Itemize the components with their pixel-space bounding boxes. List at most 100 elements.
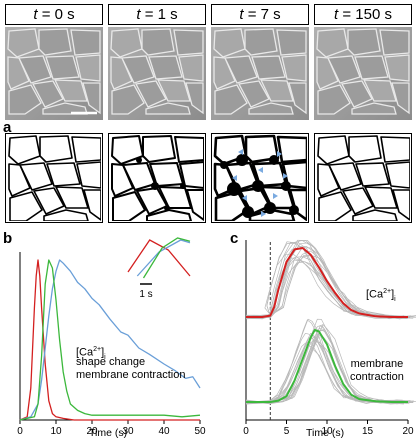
micrograph-cell [185, 82, 204, 115]
chart-b-series-0 [19, 259, 200, 421]
shape-change-arrow [283, 173, 288, 179]
segmented-cell [19, 162, 53, 191]
segmented-cell [55, 186, 89, 209]
contraction-gap [242, 206, 254, 218]
segmented-cell [33, 187, 65, 215]
label-membrane-c: membrane contraction [350, 358, 404, 384]
segmented-cell [46, 162, 81, 187]
micrograph-cell [173, 29, 204, 56]
segmented-cell [380, 136, 410, 163]
micrograph-cell [248, 102, 294, 115]
micrograph-cell [213, 28, 246, 58]
time-label-value: = 150 s [338, 6, 392, 23]
chart-b: 0 10 20 30 40 50 1 s [17, 237, 206, 437]
micrograph-cell [391, 82, 410, 115]
micrograph-cell [327, 55, 361, 84]
micrograph-cell [110, 56, 133, 90]
micrograph-cell [259, 79, 294, 102]
micrograph-cell [156, 79, 191, 102]
legend-ca-sup: 2+ [93, 346, 102, 353]
shape-change-arrow [277, 151, 282, 157]
chart-b-series-1 [19, 259, 201, 421]
micrograph-cell [351, 102, 397, 115]
inset-scale-bar-label: 1 s [139, 289, 152, 300]
legend-shape-change: shape change [76, 356, 146, 368]
micrograph-cell [148, 55, 183, 80]
time-label-t: t [334, 6, 339, 23]
micrograph-cell [75, 54, 101, 82]
micrograph-cell [18, 55, 52, 84]
time-label-2: t = 7 s [211, 4, 309, 25]
contraction-gap [227, 182, 241, 196]
chart-b-xtick-label: 30 [122, 426, 134, 437]
micrograph-0 [5, 27, 103, 120]
legend-membrane-contraction: membrane contraction [76, 369, 186, 381]
segmented-cell [276, 135, 307, 164]
segmented-cell [385, 161, 410, 189]
micrograph-cell [288, 82, 307, 115]
micrograph-cell [384, 54, 410, 82]
legend-ca: [Ca2+]i [76, 346, 106, 361]
chart-c-trial-trace [245, 325, 414, 404]
segmented-cell [142, 135, 176, 163]
micrograph-cell [32, 80, 64, 108]
contraction-gap [220, 161, 228, 169]
micrograph-cell [244, 28, 278, 56]
segmented-cell [328, 162, 362, 191]
micrograph-cell [281, 54, 307, 82]
legend-ca-main: [Ca [76, 346, 94, 359]
micrograph-cell [224, 55, 258, 84]
contraction-gap [281, 181, 291, 191]
label-membrane-c-2: contraction [350, 371, 404, 383]
micrograph-cell [214, 84, 248, 115]
micrograph-cell [110, 28, 143, 58]
chart-b-series-2 [19, 259, 201, 421]
chart-c-trial-trace [245, 339, 407, 405]
time-label-3: t = 150 s [314, 4, 412, 25]
segmented-cell [392, 189, 410, 221]
chart-b-xtick-label: 40 [158, 426, 170, 437]
segmented-cell [111, 163, 134, 197]
chart-c-xtick-label: 15 [362, 426, 374, 437]
shape-change-arrow [258, 167, 263, 173]
segmented-cell [112, 191, 146, 221]
segmented-cell [179, 161, 204, 189]
micrograph-cell [213, 56, 236, 90]
segmented-cell [39, 135, 73, 163]
segmented-cell [348, 135, 382, 163]
micrograph-cell [238, 80, 270, 108]
segmentation-1 [108, 133, 206, 223]
panel-letter-c: c [230, 230, 239, 247]
segmented-cell [288, 188, 307, 221]
segmented-cell [364, 186, 398, 209]
contraction-gap [136, 157, 142, 163]
micrograph-cell [178, 54, 204, 82]
contraction-gap [180, 183, 186, 189]
time-label-t: t [239, 6, 244, 23]
time-label-value: = 7 s [243, 6, 281, 23]
panel-letter-b: b [3, 230, 13, 247]
micrograph-1 [108, 27, 206, 120]
chart-c-trial-trace [245, 243, 401, 320]
contraction-gap [151, 182, 159, 190]
chart-c-mean-0 [246, 247, 408, 318]
segmentation-2 [211, 133, 309, 223]
segmented-cell [8, 135, 41, 165]
segmented-cell [76, 161, 101, 189]
label-ca-c-main: [Ca [366, 288, 384, 301]
segmentation-3 [314, 133, 412, 223]
shape-change-arrow [232, 175, 237, 181]
segmented-cell [317, 163, 340, 197]
micrograph-cell [135, 80, 167, 108]
segmented-cell [317, 135, 350, 165]
micrograph-2 [211, 27, 309, 120]
micrograph-3 [314, 27, 412, 120]
chart-c: 0 5 10 15 20 [243, 239, 416, 437]
segmented-cell [43, 209, 89, 221]
micrograph-cell [354, 55, 389, 80]
chart-c-xtick-label: 5 [284, 426, 290, 437]
micrograph-cell [145, 102, 191, 115]
micrograph-cell [53, 79, 88, 102]
shape-change-arrow [238, 149, 243, 155]
chart-b-xtick-label: 0 [17, 426, 23, 437]
